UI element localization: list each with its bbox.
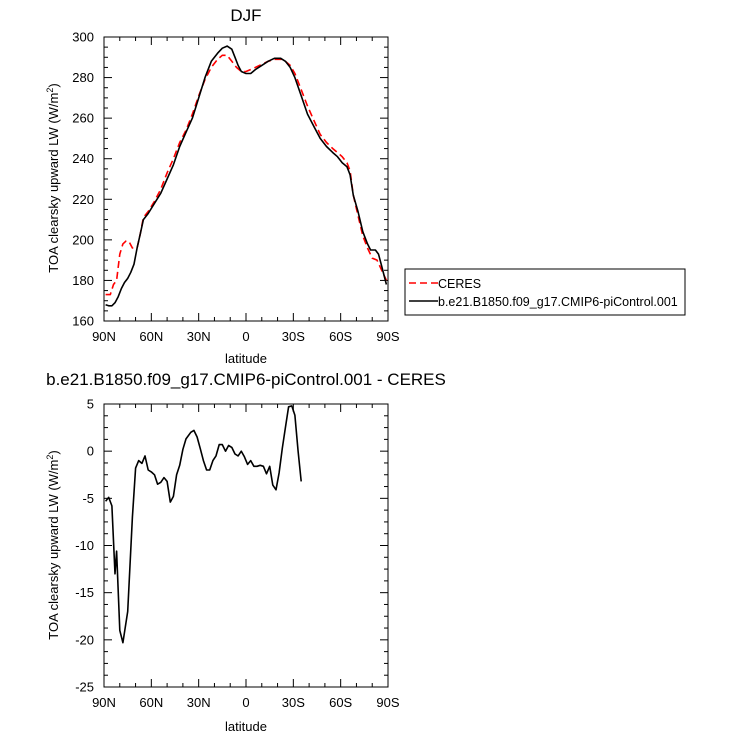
bottom-x-tick-label: 60S [329, 695, 352, 710]
top-plot-frame [103, 36, 389, 322]
bottom-chart-title: b.e21.B1850.f09_g17.CMIP6-piControl.001 … [46, 370, 446, 389]
top-x-axis-label: latitude [225, 351, 267, 366]
top-y-tick-label: 200 [72, 232, 94, 247]
bottom-y-axis-label: TOA clearsky upward LW (W/m2) [45, 450, 61, 639]
top-series-lines [105, 45, 388, 307]
bottom-y-tick-label: -25 [75, 680, 94, 695]
bottom-plot-frame [103, 403, 389, 688]
bottom-x-tick-label: 90S [376, 695, 399, 710]
top-chart-title: DJF [230, 6, 261, 25]
top-x-tick-label: 30N [187, 329, 211, 344]
legend-box [404, 268, 686, 316]
top-panel: DJF TOA clearsky upward LW (W/m2) latitu… [45, 6, 400, 366]
top-y-tick-label: 260 [72, 111, 94, 126]
bottom-y-tick-label: 0 [87, 444, 94, 459]
bottom-x-tick-label: 30S [282, 695, 305, 710]
bottom-panel: b.e21.B1850.f09_g17.CMIP6-piControl.001 … [45, 370, 446, 734]
top-y-tick-label: 300 [72, 30, 94, 45]
bottom-x-axis-label: latitude [225, 719, 267, 734]
top-series-line-0 [105, 54, 388, 296]
top-y-tick-label: 280 [72, 70, 94, 85]
top-y-tick-label: 160 [72, 314, 94, 329]
bottom-y-tick-label: 5 [87, 397, 94, 412]
bottom-x-tick-label: 30N [187, 695, 211, 710]
top-y-ticks: 160 180 200 220 240 260 280 300 [72, 30, 388, 329]
top-x-ticks: 90N 60N 30N 0 30S 60S 90S [92, 37, 400, 344]
bottom-y-tick-label: -15 [75, 585, 94, 600]
bottom-x-tick-label: 90N [92, 695, 116, 710]
top-series-line-1 [105, 45, 388, 307]
top-x-tick-label: 60S [329, 329, 352, 344]
top-y-tick-label: 220 [72, 192, 94, 207]
top-x-tick-label: 60N [139, 329, 163, 344]
top-y-axis-label: TOA clearsky upward LW (W/m2) [45, 83, 61, 272]
top-y-tick-label: 180 [72, 273, 94, 288]
top-x-tick-label: 30S [282, 329, 305, 344]
bottom-y-tick-label: -5 [82, 491, 94, 506]
bottom-series-lines [104, 405, 302, 644]
bottom-x-tick-label: 0 [242, 695, 249, 710]
top-x-tick-label: 0 [242, 329, 249, 344]
top-x-tick-label: 90N [92, 329, 116, 344]
bottom-y-tick-label: -10 [75, 538, 94, 553]
bottom-series-line-0 [104, 405, 302, 644]
bottom-x-ticks: 90N 60N 30N 0 30S 60S 90S [92, 404, 400, 710]
top-x-tick-label: 90S [376, 329, 399, 344]
legend-label-ceres: CERES [438, 277, 481, 291]
legend: CERES b.e21.B1850.f09_g17.CMIP6-piContro… [404, 268, 686, 316]
top-y-tick-label: 240 [72, 151, 94, 166]
legend-label-model: b.e21.B1850.f09_g17.CMIP6-piControl.001 [438, 295, 678, 309]
bottom-y-tick-label: -20 [75, 632, 94, 647]
bottom-x-tick-label: 60N [139, 695, 163, 710]
bottom-y-ticks: -25 -20 -15 -10 -5 0 5 [75, 397, 388, 695]
